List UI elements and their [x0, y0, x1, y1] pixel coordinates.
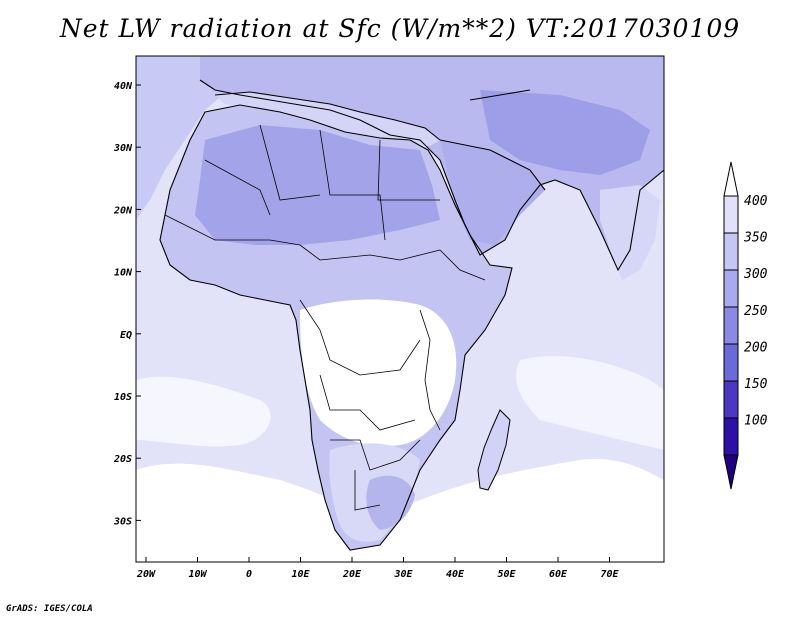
x-tick-label: 30E	[393, 569, 413, 580]
colorbar: 400 350 300 250 200 150 100	[723, 161, 768, 490]
y-tick-label: 10S	[114, 392, 132, 403]
colorbar-label: 250	[744, 304, 768, 319]
south-africa-dark	[366, 475, 415, 530]
coastlines	[159, 79, 664, 551]
x-tick-label: 20W	[136, 569, 156, 580]
colorbar-swatch	[723, 417, 739, 456]
y-tick-label: EQ	[120, 330, 132, 341]
iran-shading	[480, 90, 650, 175]
map-title: Net LW radiation at Sfc (W/m**2) VT:2017…	[59, 14, 741, 43]
colorbar-label: 150	[744, 377, 768, 392]
x-tick-label: 10W	[188, 569, 207, 580]
x-tick-label: 70E	[600, 569, 619, 580]
sahara-shading	[195, 125, 440, 245]
x-tick-label: 60E	[549, 569, 568, 580]
y-axis-ticks: 40N 30N 20N 10N EQ 10S 20S 30S	[113, 81, 141, 527]
x-tick-label: 0	[246, 569, 252, 580]
colorbar-label: 100	[744, 414, 768, 429]
country-borders	[164, 124, 486, 511]
india-land	[600, 185, 660, 280]
colorbar-swatch	[723, 343, 739, 382]
colorbar-label: 200	[744, 340, 768, 355]
y-tick-label: 30N	[113, 143, 133, 154]
ocean-dark-patch	[136, 56, 250, 220]
colorbar-label: 350	[743, 231, 768, 246]
colorbar-bottom-arrow	[723, 454, 739, 490]
y-tick-label: 30S	[113, 516, 132, 527]
map-plot-area	[136, 56, 664, 562]
x-tick-label: 10E	[291, 569, 310, 580]
x-tick-label: 20E	[342, 569, 362, 580]
grads-credit: GrADS: IGES/COLA	[6, 604, 93, 614]
colorbar-swatch	[723, 232, 739, 271]
colorbar-swatch	[723, 380, 739, 419]
y-tick-label: 20S	[113, 454, 132, 465]
x-axis-ticks: 20W 10W 0 10E 20E 30E 40E 50E 60E 70E	[136, 557, 620, 580]
colorbar-top-arrow	[723, 161, 739, 197]
colorbar-swatch	[723, 269, 739, 308]
colorbar-swatch	[723, 195, 739, 234]
arabia-shading	[440, 140, 545, 245]
map-frame	[135, 55, 665, 563]
y-tick-label: 40N	[114, 81, 133, 92]
madagascar	[477, 409, 511, 491]
x-tick-label: 40E	[446, 569, 465, 580]
y-tick-label: 10N	[114, 268, 133, 279]
y-tick-label: 20N	[113, 205, 133, 216]
ocean-clear-patch-east	[516, 356, 664, 450]
colorbar-swatch	[723, 306, 739, 345]
ocean-clear-patch-west	[136, 376, 271, 447]
mediterranean-sea	[215, 92, 440, 146]
x-tick-label: 50E	[497, 569, 516, 580]
colorbar-label: 300	[743, 267, 768, 282]
colorbar-label: 400	[744, 194, 768, 209]
